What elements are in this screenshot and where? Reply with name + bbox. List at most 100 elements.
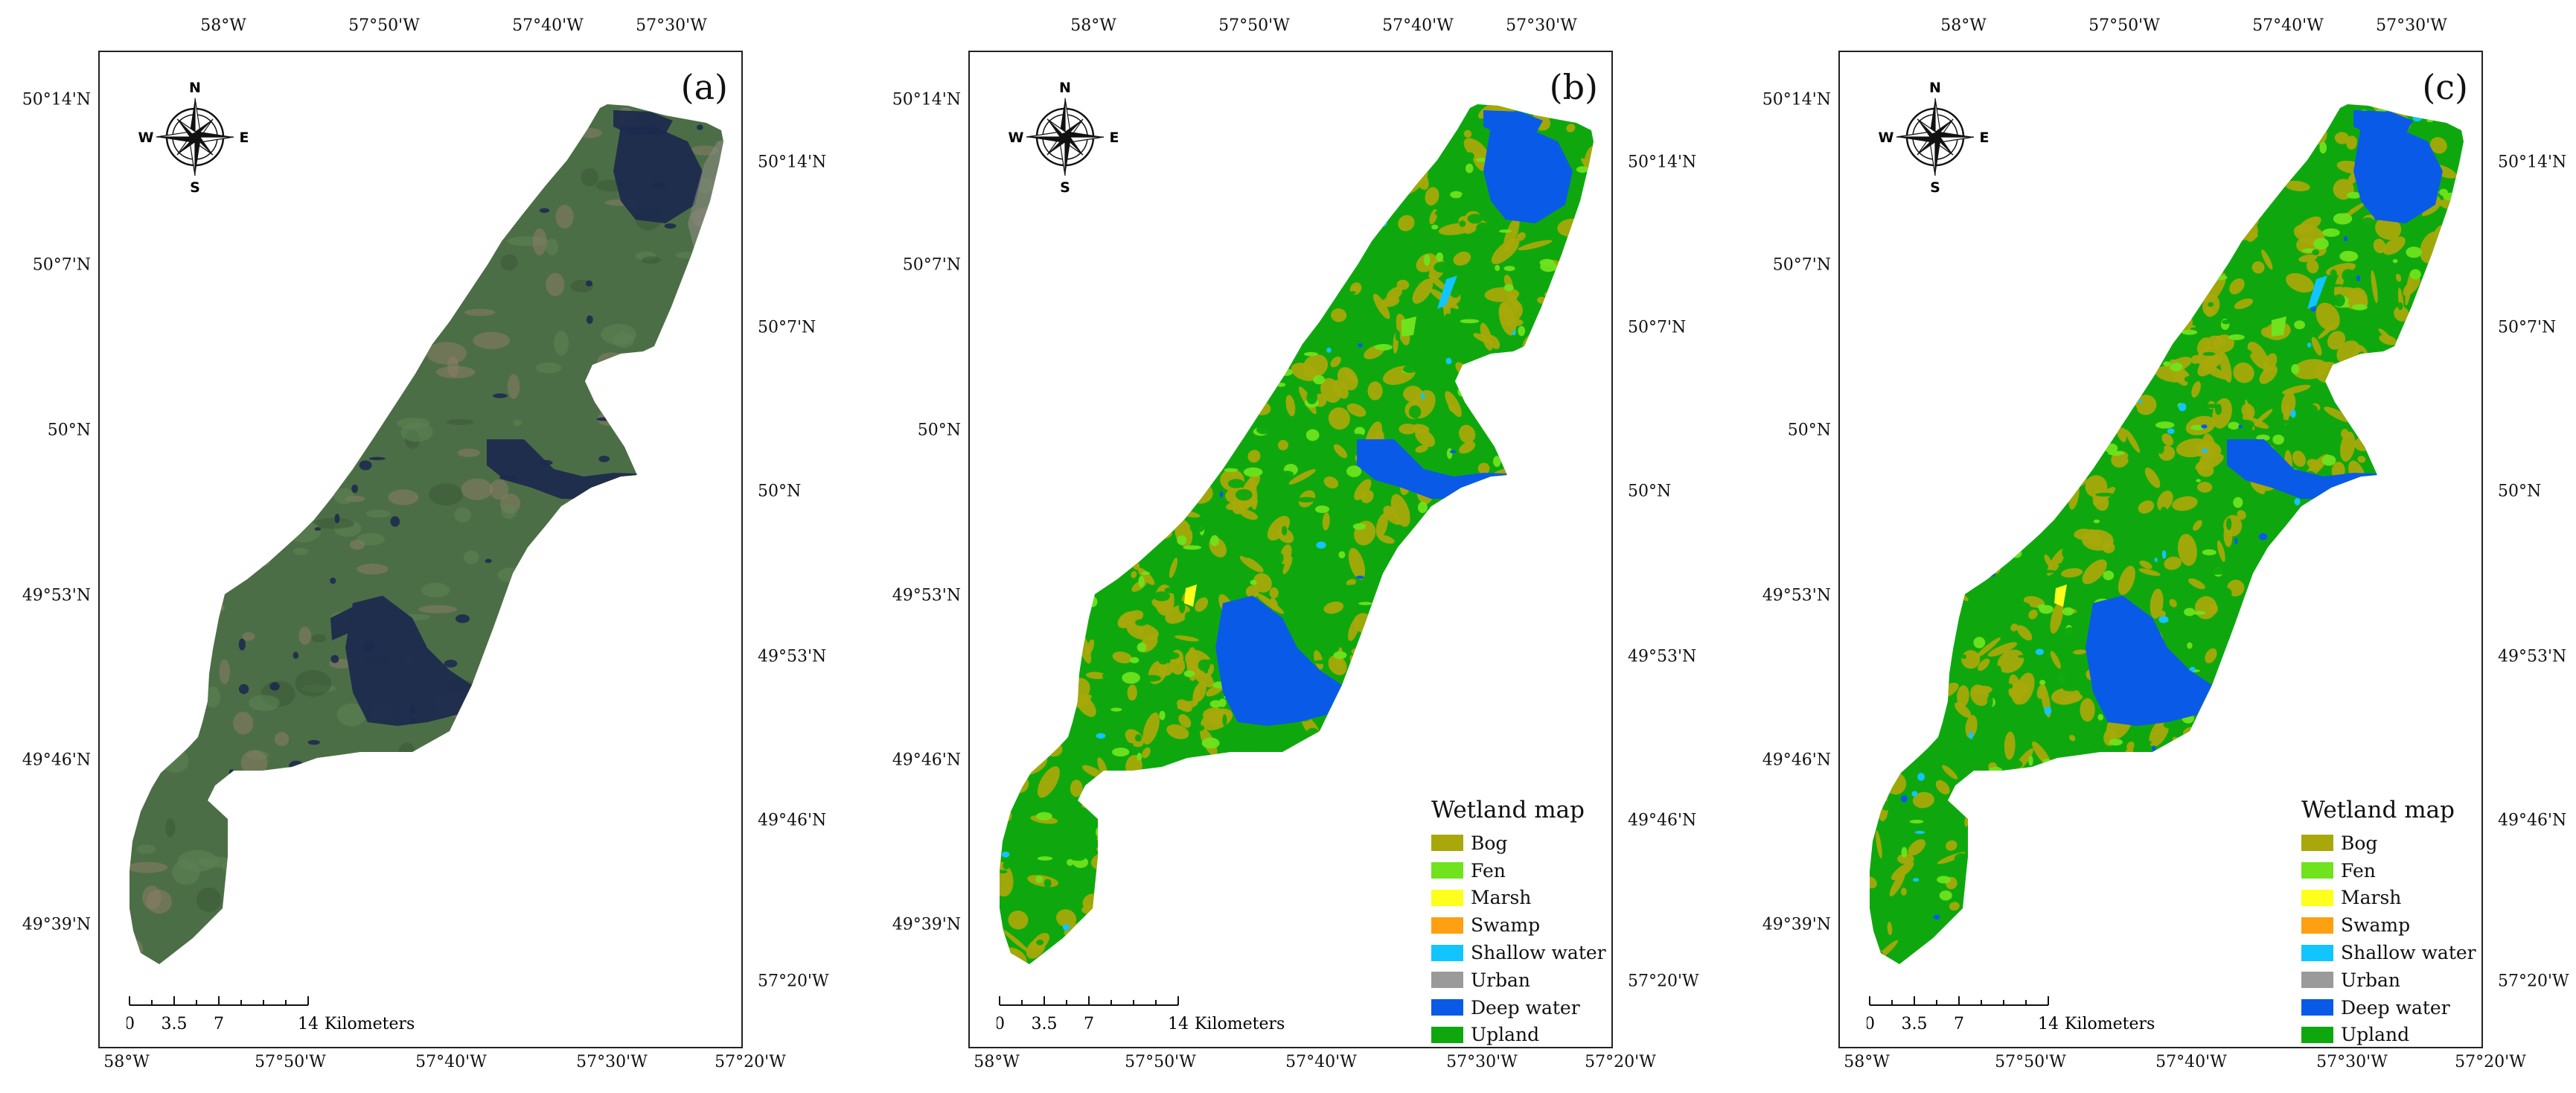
map-panel: 58°W 57°50'W 57°40'W 57°30'W 58°W 57°50'W 57°4… — [870, 0, 1733, 1093]
top-tick-label: 57°50'W — [1218, 16, 1290, 35]
legend-item-label: Swamp — [2341, 914, 2411, 937]
legend-item-label: Bog — [1471, 832, 1508, 854]
scale-label: 3.5 — [162, 1015, 188, 1033]
left-tick-label: 50°7'N — [32, 255, 91, 275]
legend-item-label: Deep water — [1471, 996, 1580, 1019]
map-panel: 58°W 57°50'W 57°40'W 57°30'W 58°W 57°50'W 57°4… — [0, 0, 863, 1093]
legend-item-label: Shallow water — [1471, 942, 1606, 964]
bottom-tick-label: 57°30'W — [2316, 1053, 2388, 1071]
bottom-tick-label: 57°20'W — [2455, 1053, 2526, 1071]
compass-w-label: W — [1009, 130, 1024, 146]
classified-map — [1870, 104, 2464, 964]
right-tick-label: 50°14'N — [1628, 153, 1697, 172]
scale-label: 0 — [127, 1015, 135, 1033]
legend-item: Urban — [1431, 966, 1610, 994]
right-tick-label: 50°14'N — [758, 153, 827, 172]
legend-item: Shallow water — [1431, 939, 1610, 966]
legend-swatch — [2301, 889, 2333, 906]
top-tick-label: 58°W — [1070, 16, 1116, 35]
left-tick-label: 49°39'N — [1762, 915, 1831, 934]
bottom-tick-label: 57°20'W — [1585, 1053, 1656, 1071]
compass-n-label: N — [1929, 80, 1941, 96]
compass-n-label: N — [189, 80, 201, 96]
legend-item-label: Bog — [2341, 832, 2378, 854]
compass-rose-icon: N S E W — [138, 80, 249, 196]
legend-swatch — [2301, 972, 2333, 989]
left-tick-label: 49°46'N — [22, 751, 91, 770]
left-tick-label: 50°14'N — [1762, 90, 1831, 109]
legend-title: Wetland map — [1431, 797, 1585, 823]
compass-e-label: E — [1110, 130, 1119, 146]
map-frame: (a) N S E W 0 3.5 7 14 Kilometers — [98, 51, 743, 1048]
legend-swatch — [2301, 944, 2333, 961]
legend-item-label: Marsh — [1471, 887, 1532, 909]
legend-item: Fen — [1431, 857, 1610, 885]
right-tick-label: 57°20'W — [2498, 972, 2569, 991]
legend-swatch — [1431, 917, 1463, 934]
legend-item-label: Urban — [2341, 969, 2401, 991]
legend-swatch — [1431, 862, 1463, 879]
left-tick-label: 50°14'N — [892, 90, 961, 109]
scale-label: 0 — [997, 1015, 1005, 1033]
right-tick-label: 49°46'N — [2498, 811, 2567, 830]
compass: N S E W — [135, 63, 255, 211]
legend-item: Bog — [1431, 829, 1610, 857]
scale-label: 14 — [298, 1015, 319, 1033]
bottom-tick-label: 57°30'W — [576, 1053, 648, 1071]
left-tick-label: 49°39'N — [892, 915, 961, 934]
legend-swatch — [1431, 835, 1463, 852]
legend-swatch — [2301, 1026, 2333, 1043]
legend-item: Deep water — [1431, 994, 1610, 1022]
right-tick-label: 50°N — [758, 482, 802, 501]
left-tick-label: 49°46'N — [1762, 751, 1831, 770]
right-tick-label: 49°53'N — [758, 647, 827, 666]
satellite-image — [130, 104, 723, 964]
scale-label: 7 — [1954, 1015, 1964, 1033]
left-tick-label: 50°N — [47, 421, 91, 440]
scale-label: 14 — [1168, 1015, 1189, 1033]
right-tick-label: 57°20'W — [1628, 972, 1699, 991]
legend-item: Shallow water — [2301, 939, 2480, 966]
right-tick-label: 50°7'N — [2498, 318, 2557, 337]
legend-item: Deep water — [2301, 994, 2480, 1022]
compass: N S E W — [1876, 63, 1995, 211]
legend-item-label: Urban — [1471, 969, 1531, 991]
top-tick-label: 57°50'W — [2088, 16, 2160, 35]
compass-n-label: N — [1059, 80, 1071, 96]
top-tick-label: 57°40'W — [2252, 16, 2324, 35]
right-tick-label: 49°53'N — [1628, 647, 1697, 666]
left-tick-label: 50°N — [1787, 421, 1831, 440]
legend-swatch — [1431, 999, 1463, 1016]
bottom-tick-label: 57°50'W — [255, 1053, 326, 1071]
legend-swatch — [1431, 1026, 1463, 1043]
scale-label: 3.5 — [1902, 1015, 1928, 1033]
legend-swatch — [2301, 862, 2333, 879]
bottom-tick-label: 57°50'W — [1125, 1053, 1196, 1071]
top-tick-label: 58°W — [1940, 16, 1987, 35]
right-tick-label: 49°53'N — [2498, 647, 2567, 666]
legend: Wetland map Bog Fen Marsh Swamp Shallow water… — [2301, 797, 2480, 1047]
compass-e-label: E — [1980, 130, 1989, 146]
legend-item: Swamp — [2301, 911, 2480, 939]
left-tick-label: 50°7'N — [1772, 255, 1831, 275]
scale-label: 0 — [1867, 1015, 1875, 1033]
bottom-tick-label: 57°40'W — [2155, 1053, 2227, 1071]
panel-label: (c) — [2422, 67, 2468, 107]
scale-label: 3.5 — [1032, 1015, 1058, 1033]
bottom-tick-label: 57°40'W — [415, 1053, 487, 1071]
right-tick-label: 50°7'N — [1628, 318, 1687, 337]
left-tick-label: 49°53'N — [892, 586, 961, 605]
compass: N S E W — [1006, 63, 1125, 211]
scale-label: 14 — [2038, 1015, 2059, 1033]
left-tick-label: 50°7'N — [902, 255, 961, 275]
top-tick-label: 57°30'W — [1506, 16, 1577, 35]
map-frame: (c) N S E W 0 3.5 7 14 Kilometers Wetland map Bog Fe… — [1838, 51, 2483, 1048]
legend-item: Upland — [1431, 1022, 1610, 1047]
scale-bar-container: 0 3.5 7 14 Kilometers — [1864, 996, 2179, 1047]
right-tick-label: 50°14'N — [2498, 153, 2567, 172]
legend-item-label: Shallow water — [2341, 942, 2476, 964]
bottom-tick-label: 57°30'W — [1446, 1053, 1518, 1071]
bottom-tick-label: 58°W — [974, 1053, 1020, 1071]
legend-item: Bog — [2301, 829, 2480, 857]
left-tick-label: 49°46'N — [892, 751, 961, 770]
